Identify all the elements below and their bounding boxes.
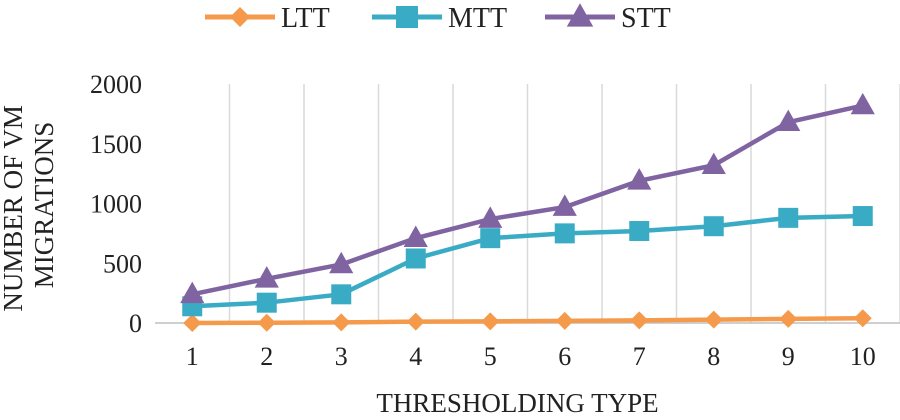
y-axis-title-line-2: MIGRATIONS bbox=[29, 122, 59, 289]
x-tick-label-6: 7 bbox=[633, 342, 646, 371]
legend-marker-stt bbox=[566, 3, 594, 27]
point-ltt-5 bbox=[481, 312, 500, 331]
x-axis-ticks: 1 2 3 4 5 6 7 8 9 10 bbox=[186, 342, 876, 371]
point-mtt-2 bbox=[256, 292, 277, 313]
point-stt-6 bbox=[552, 194, 577, 216]
point-stt-7 bbox=[627, 168, 652, 190]
point-stt-2 bbox=[254, 266, 279, 288]
point-ltt-6 bbox=[555, 311, 574, 330]
legend-marker-ltt bbox=[230, 7, 250, 27]
point-ltt-2 bbox=[257, 313, 276, 332]
x-tick-label-4: 5 bbox=[484, 342, 497, 371]
legend: LTT MTT STT bbox=[205, 3, 671, 34]
x-tick-label-1: 2 bbox=[260, 342, 273, 371]
point-mtt-7 bbox=[629, 220, 650, 241]
point-stt-8 bbox=[701, 152, 726, 175]
point-ltt-8 bbox=[704, 310, 723, 329]
y-axis-title: NUMBER OF VM MIGRATIONS bbox=[0, 98, 59, 311]
point-mtt-6 bbox=[554, 223, 575, 244]
y-tick-label-2: 1000 bbox=[90, 190, 142, 219]
point-stt-3 bbox=[329, 251, 354, 274]
y-tick-label-1: 500 bbox=[103, 249, 142, 278]
legend-item-mtt: MTT bbox=[372, 3, 507, 34]
point-mtt-8 bbox=[703, 216, 724, 237]
point-stt-9 bbox=[776, 109, 801, 132]
x-tick-label-0: 1 bbox=[186, 342, 199, 371]
legend-label-mtt: MTT bbox=[448, 3, 507, 34]
legend-item-ltt: LTT bbox=[205, 3, 330, 34]
point-mtt-9 bbox=[778, 207, 799, 228]
y-tick-label-3: 1500 bbox=[90, 130, 142, 159]
point-stt-1 bbox=[180, 281, 205, 304]
point-ltt-7 bbox=[630, 311, 649, 330]
legend-label-ltt: LTT bbox=[281, 3, 330, 34]
x-tick-label-8: 9 bbox=[782, 342, 795, 371]
x-tick-label-2: 3 bbox=[335, 342, 348, 371]
x-tick-label-9: 10 bbox=[850, 342, 876, 371]
series-group bbox=[180, 92, 875, 332]
x-tick-label-3: 4 bbox=[409, 342, 422, 371]
point-mtt-4 bbox=[405, 248, 426, 269]
point-ltt-9 bbox=[779, 309, 798, 328]
series-line-stt bbox=[191, 103, 864, 297]
series-line-mtt bbox=[192, 213, 863, 309]
point-stt-10 bbox=[850, 92, 875, 115]
series-ltt bbox=[183, 309, 872, 332]
series-line-ltt bbox=[192, 315, 863, 326]
point-ltt-4 bbox=[406, 312, 425, 331]
y-axis-ticks: 0 500 1000 1500 2000 bbox=[90, 70, 142, 338]
series-stt bbox=[180, 92, 875, 304]
point-ltt-10 bbox=[853, 309, 872, 328]
point-mtt-3 bbox=[331, 284, 352, 305]
point-mtt-10 bbox=[852, 206, 873, 227]
point-ltt-1 bbox=[183, 314, 202, 332]
y-tick-label-4: 2000 bbox=[90, 70, 142, 99]
point-stt-5 bbox=[478, 206, 503, 228]
point-ltt-3 bbox=[332, 313, 351, 332]
legend-item-stt: STT bbox=[545, 3, 671, 34]
legend-marker-mtt bbox=[396, 6, 418, 28]
y-tick-label-0: 0 bbox=[129, 309, 142, 338]
point-stt-4 bbox=[403, 225, 428, 247]
x-tick-label-7: 8 bbox=[707, 342, 720, 371]
legend-label-stt: STT bbox=[621, 3, 671, 34]
gridlines bbox=[228, 84, 900, 323]
x-axis-title: THRESHOLDING TYPE bbox=[376, 388, 658, 418]
x-tick-label-5: 6 bbox=[558, 342, 571, 371]
y-axis-title-line-1: NUMBER OF VM bbox=[0, 105, 28, 312]
point-mtt-5 bbox=[480, 228, 501, 249]
